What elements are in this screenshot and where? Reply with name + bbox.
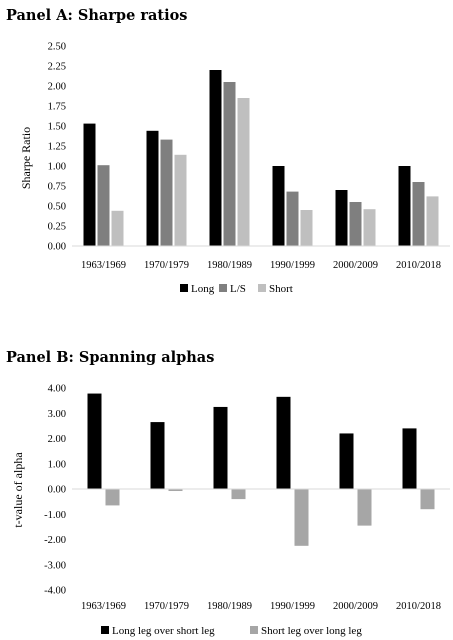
panel-b-y-tick-label: -1.00 [44,510,66,521]
panel-a-bar-1 [146,130,159,246]
panel-a-y-tick-label: 0.25 [48,222,66,233]
panel-b-bar-1 [150,422,165,489]
panel-b-legend-swatch [101,626,109,634]
panel-a-y-tick-label: 1.25 [48,142,66,153]
panel-a-legend-label: Long [191,283,215,295]
panel-a-bars [72,70,450,247]
panel-a-y-tick-label: 1.50 [48,122,66,133]
panel-b-y-tick-label: -2.00 [44,535,66,546]
panel-b-bar-1 [213,406,228,489]
panel-b-bar-2 [420,489,435,510]
panel-a-x-ticks: 1963/1969 1970/1979 1980/1989 1990/1999 2000… [81,260,441,271]
panel-b-bar-2 [294,489,309,546]
panel-b-x-tick-label: 1970/1979 [144,601,189,612]
panel-b-bar-2 [105,489,120,506]
panel-b-y-tick-label: 2.00 [48,434,66,445]
panel-a-x-tick-label: 2000/2009 [333,260,378,271]
panel-b-y-tick-label: 3.00 [48,409,66,420]
panel-a-bar-3 [111,210,124,246]
panel-b-x-tick-label: 1990/1999 [270,601,315,612]
panel-a-bar-2 [97,165,110,246]
panel-b-legend-label: Short leg over long leg [261,625,362,637]
panel-b-bar-1 [276,396,291,489]
panel-b-legend-label: Long leg over short leg [112,625,215,637]
panel-a-x-tick-label: 1990/1999 [270,260,315,271]
panel-a-y-tick-label: 0.75 [48,182,66,193]
panel-b-y-tick-label: 0.00 [48,485,66,496]
panel-a-title: Panel A: Sharpe ratios [6,7,187,24]
panel-a-y-tick-label: 2.50 [48,42,66,53]
panel-a-x-tick-label: 2010/2018 [396,260,441,271]
panel-a-bar-2 [412,182,425,246]
panel-a-bar-2 [286,191,299,246]
panel-b-legend: Long leg over short leg Short leg over lo… [101,625,362,637]
panel-a-bar-2 [223,82,236,246]
panel-a-y-tick-label: 1.75 [48,102,66,113]
panel-a-bar-1 [272,166,285,246]
panel-b-y-axis-title: t-value of alpha [11,452,25,528]
panel-a-bar-2 [160,139,173,246]
panel-a-bar-3 [300,210,313,246]
panel-a-bar-2 [349,202,362,246]
panel-a-y-tick-label: 0.00 [48,242,66,253]
panel-a-legend: Long L/S Short [180,283,293,295]
panel-b-x-tick-label: 1980/1989 [207,601,252,612]
panel-b-bar-1 [402,428,417,489]
panel-a-bar-1 [209,70,222,246]
panel-b-x-tick-label: 1963/1969 [81,601,126,612]
panel-b-x-ticks: 1963/1969 1970/1979 1980/1989 1990/1999 2000… [81,601,441,612]
panel-a-x-tick-label: 1970/1979 [144,260,189,271]
panel-a-y-tick-label: 2.25 [48,62,66,73]
panel-b-y-tick-label: 1.00 [48,459,66,470]
panel-a-x-tick-label: 1963/1969 [81,260,126,271]
panel-b-bar-2 [231,489,246,500]
panel-a-bar-1 [83,123,96,246]
panel-b-y-ticks: 4.00 3.00 2.00 1.00 0.00 -1.00 -2.00 -3.00 -4.00 [44,384,66,597]
panel-b-legend-swatch [250,626,258,634]
panel-b-y-tick-label: 4.00 [48,384,66,395]
panel-a-x-tick-label: 1980/1989 [207,260,252,271]
panel-a-bar-3 [174,154,187,246]
panel-a-legend-swatch [219,284,227,292]
panel-b-bar-2 [168,489,183,492]
panel-b-y-tick-label: -4.00 [44,586,66,597]
panel-a-chart: Panel A: Sharpe ratios Sharpe Ratio 0.00… [6,7,450,295]
panel-a-bar-3 [363,209,376,246]
panel-a-y-ticks: 0.00 0.25 0.50 0.75 1.00 1.25 1.50 1.75 2.00 2.25… [48,42,66,253]
panel-a-y-axis-title: Sharpe Ratio [19,127,33,189]
panel-a-legend-label: Short [269,283,293,295]
panel-b-x-tick-label: 2000/2009 [333,601,378,612]
panel-b-bar-1 [339,433,354,489]
panel-b-bar-2 [357,489,372,526]
panel-b-title: Panel B: Spanning alphas [6,349,214,366]
panel-b-bars [72,393,450,546]
panel-a-y-tick-label: 1.00 [48,162,66,173]
panel-a-bar-1 [335,190,348,246]
panel-a-legend-swatch [258,284,266,292]
panel-a-bar-1 [398,166,411,246]
panel-a-bar-3 [237,98,250,246]
panel-a-legend-swatch [180,284,188,292]
panel-a-y-tick-label: 0.50 [48,202,66,213]
panel-a-y-tick-label: 2.00 [48,82,66,93]
panel-b-y-tick-label: -3.00 [44,560,66,571]
panel-b-x-tick-label: 2010/2018 [396,601,441,612]
panel-b-bar-1 [87,393,102,489]
panel-a-legend-label: L/S [230,283,246,295]
panel-b-chart: Panel B: Spanning alphas t-value of alph… [6,349,450,637]
panel-a-bar-3 [426,196,439,246]
